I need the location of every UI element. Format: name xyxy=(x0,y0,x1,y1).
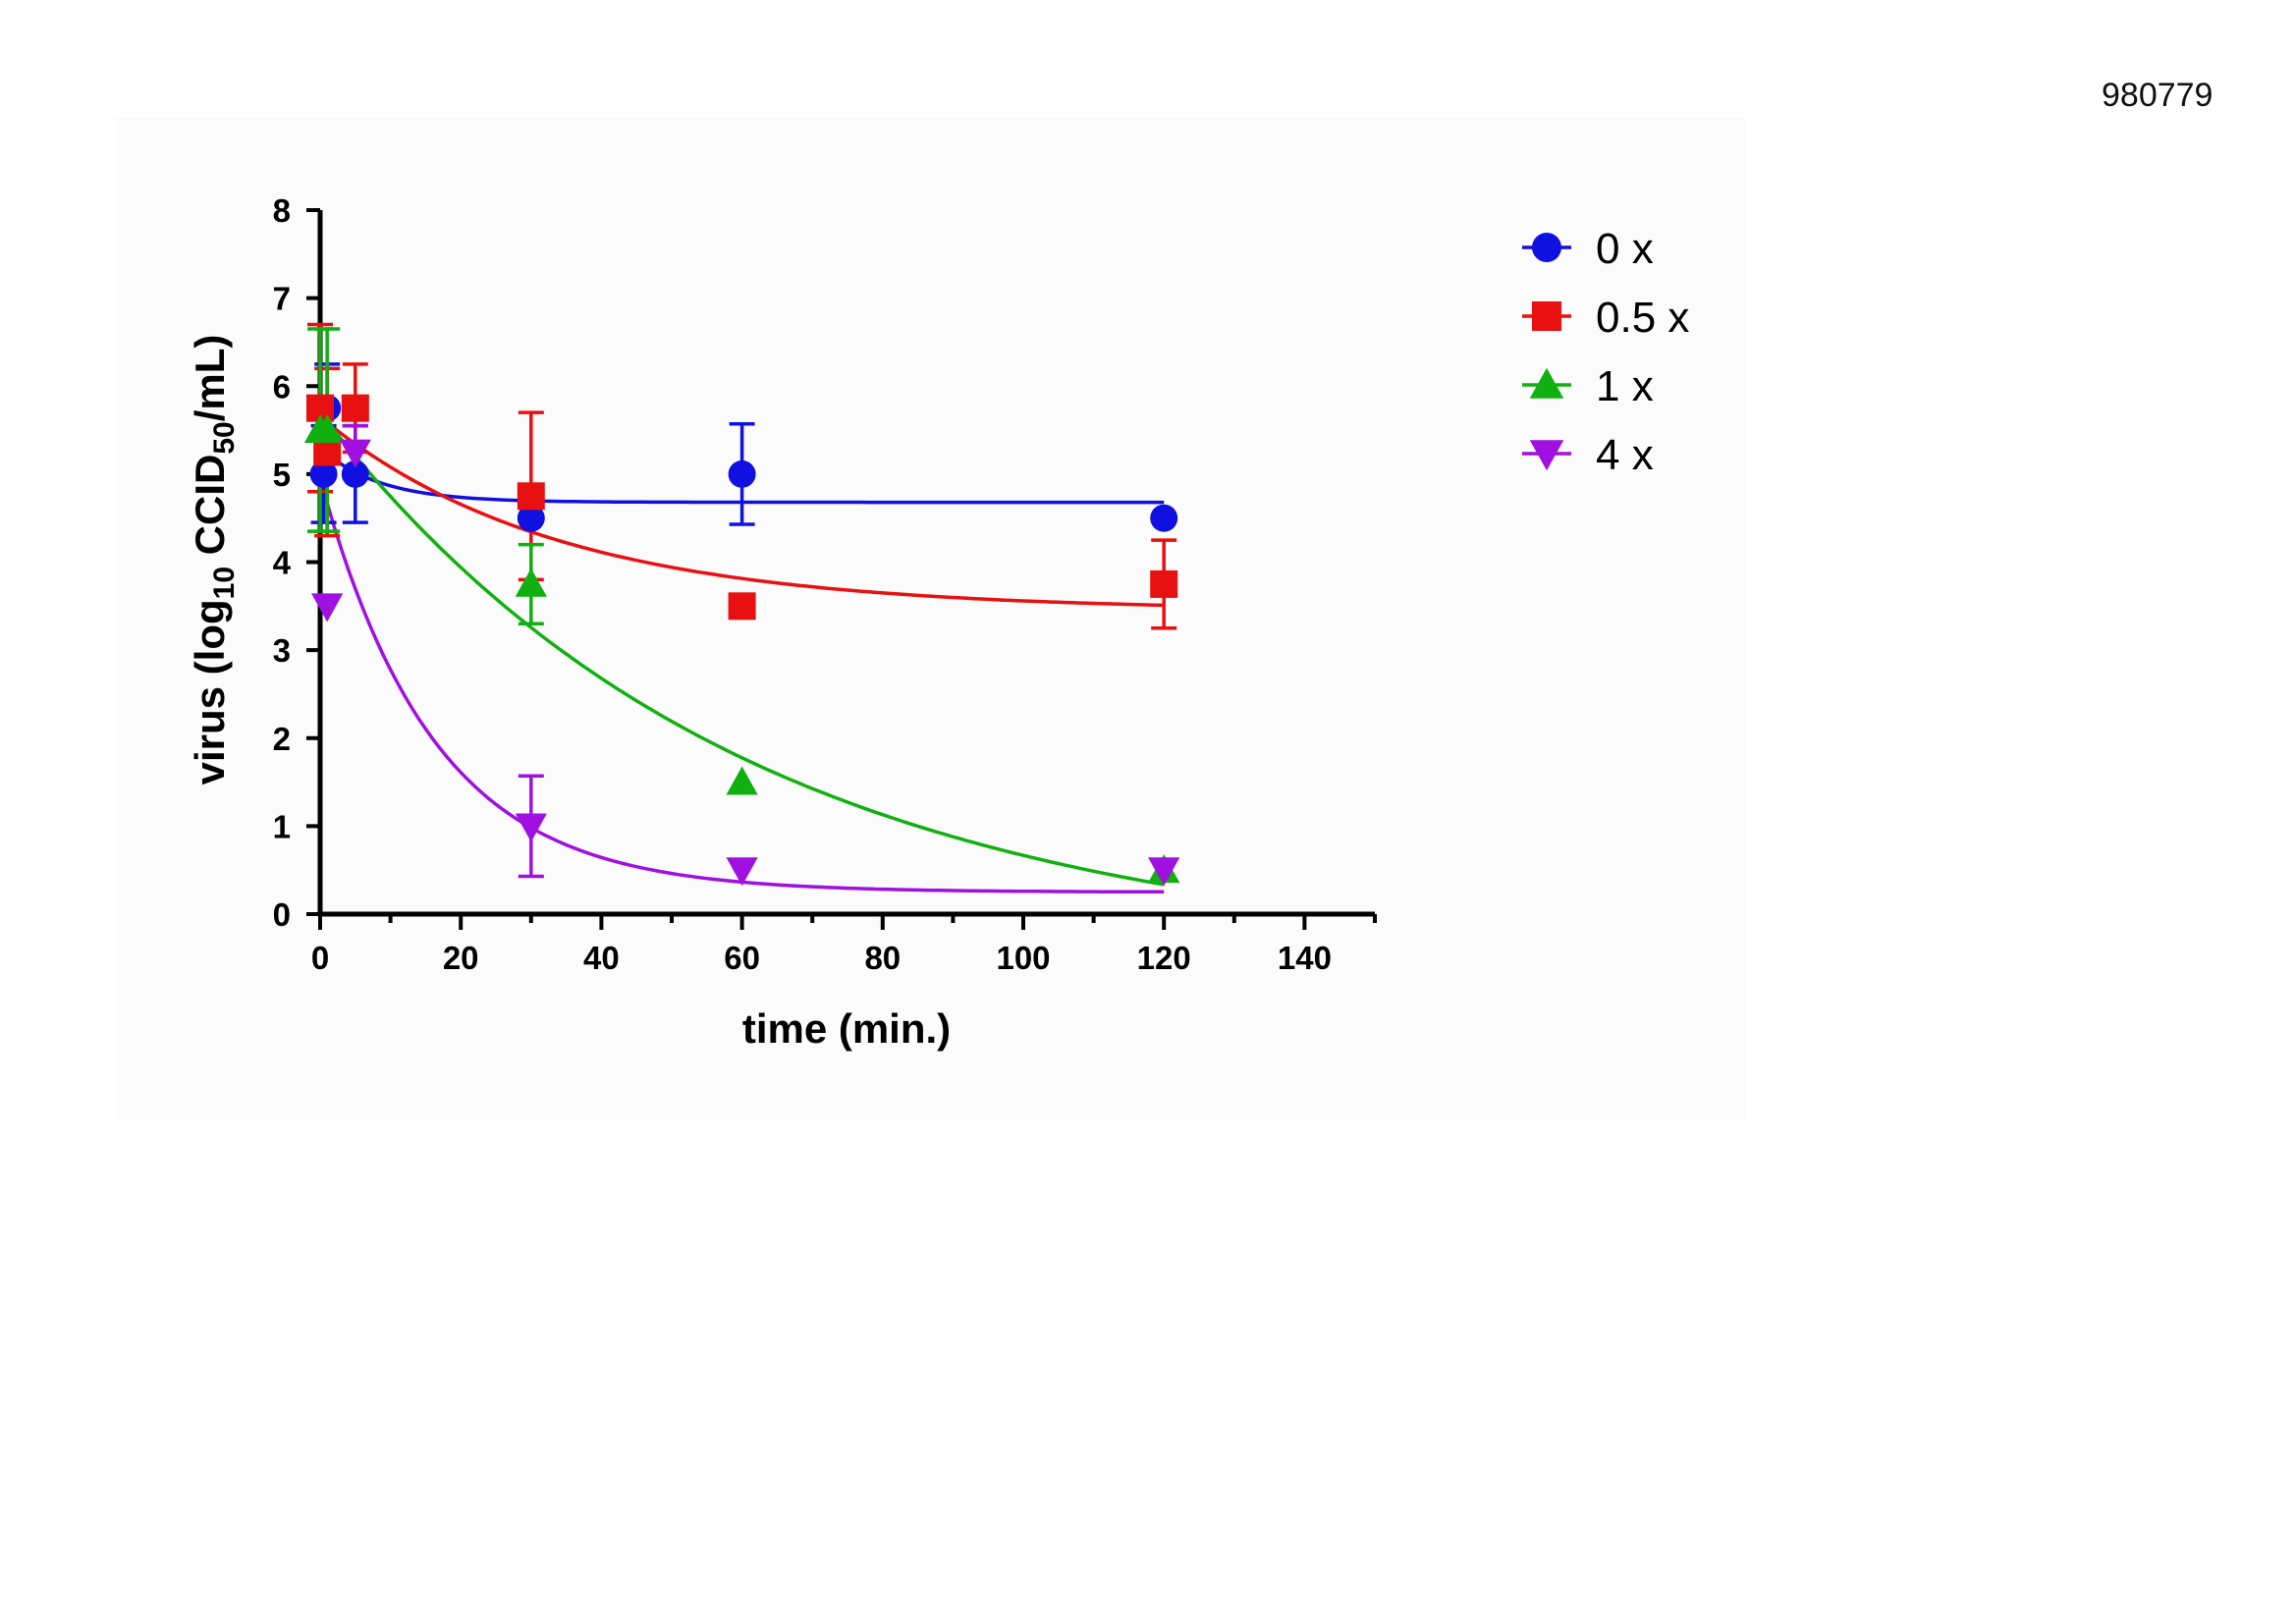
legend-marker-triangle-up xyxy=(1529,367,1564,399)
x-axis-label: time (min.) xyxy=(742,1005,951,1052)
y-axis-label-part: /mL) xyxy=(187,335,233,422)
legend-label: 0 x xyxy=(1596,225,1654,273)
legend-marker-circle xyxy=(1532,233,1561,262)
y-axis-label-sub: 10 xyxy=(208,567,241,599)
data-point-square xyxy=(313,438,342,466)
x-tick-label: 20 xyxy=(443,940,479,976)
y-tick-label: 8 xyxy=(273,192,291,229)
legend: 0 x 0.5 x 1 x 4 x xyxy=(1522,225,1689,479)
y-tick-label: 6 xyxy=(273,368,291,405)
fit-curve-1x xyxy=(318,411,1165,887)
y-axis-label: virus (log10 CCID50/mL) xyxy=(187,335,241,785)
y-tick-label: 3 xyxy=(273,632,291,669)
data-point-triangle-down xyxy=(339,439,371,468)
y-axis-label-sub: 50 xyxy=(208,421,241,454)
figure-id: 980779 xyxy=(2102,77,2214,114)
data-point-square xyxy=(728,592,756,621)
data-markers xyxy=(303,394,1180,887)
data-point-triangle-down xyxy=(726,857,758,887)
data-point-circle xyxy=(309,460,338,488)
data-point-square xyxy=(341,394,369,422)
data-point-triangle-down xyxy=(515,813,547,842)
data-point-triangle-down xyxy=(311,593,344,623)
y-tick-label: 1 xyxy=(273,808,291,844)
data-point-circle xyxy=(728,460,756,488)
data-point-square xyxy=(1150,569,1178,598)
y-axis-label-part: virus (log xyxy=(187,599,233,785)
y-tick-label: 5 xyxy=(273,457,291,493)
data-point-circle xyxy=(1150,504,1178,532)
x-tick-label: 80 xyxy=(864,940,901,976)
legend-marker-triangle-down xyxy=(1529,440,1564,471)
data-point-square xyxy=(517,482,545,511)
data-point-circle xyxy=(517,504,545,532)
legend-marker-square xyxy=(1532,301,1561,331)
data-point-triangle-down xyxy=(1148,857,1180,887)
x-tick-label: 100 xyxy=(996,940,1050,976)
data-point-triangle-up xyxy=(311,413,344,443)
x-tick-label: 120 xyxy=(1137,940,1191,976)
legend-label: 1 x xyxy=(1596,362,1654,410)
fit-curve-4x xyxy=(318,477,1165,894)
x-tick-label: 40 xyxy=(583,940,620,976)
data-point-triangle-up xyxy=(726,766,758,795)
y-axis-label-part: CCID xyxy=(187,455,233,567)
figure-panel xyxy=(116,118,1746,1119)
fit-curve-05x xyxy=(318,415,1165,608)
x-tick-label: 140 xyxy=(1278,940,1332,976)
x-tick-label: 60 xyxy=(724,940,760,976)
y-tick-label: 7 xyxy=(273,281,291,317)
y-tick-label: 4 xyxy=(273,545,292,581)
data-point-triangle-up xyxy=(515,568,547,597)
y-tick-label: 2 xyxy=(273,721,291,757)
legend-label: 4 x xyxy=(1596,431,1654,479)
data-point-circle xyxy=(341,460,369,488)
x-tick-label: 0 xyxy=(311,940,329,976)
legend-label: 0.5 x xyxy=(1596,294,1689,342)
y-tick-label: 0 xyxy=(273,896,291,933)
